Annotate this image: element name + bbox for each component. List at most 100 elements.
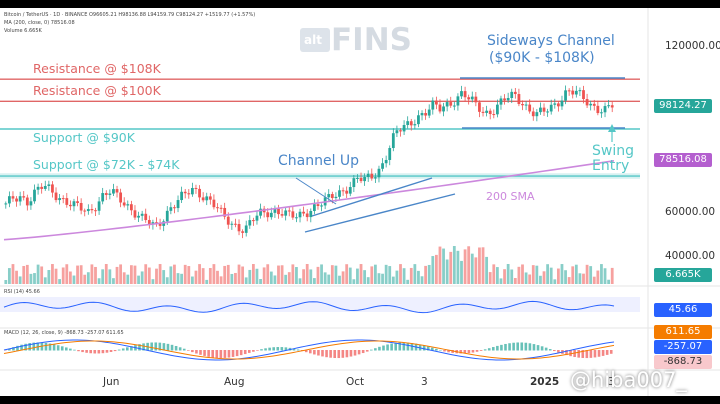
macd-histogram-bar — [426, 346, 430, 351]
swing-entry-label-2: Entry — [592, 158, 630, 174]
volume-bar — [262, 267, 266, 284]
candle-body — [309, 210, 313, 218]
candle-body — [495, 104, 499, 115]
candle-body — [510, 91, 514, 99]
volume-bar — [194, 270, 198, 284]
candle-body — [442, 106, 445, 112]
macd-histogram-bar — [256, 350, 259, 351]
candle-body — [431, 100, 435, 110]
macd-histogram-bar — [321, 350, 324, 357]
volume-bar — [488, 272, 492, 284]
candle-body — [460, 91, 463, 97]
volume-bar — [234, 272, 237, 284]
macd-histogram-bar — [162, 343, 166, 351]
volume-bar — [356, 268, 359, 284]
volume-bar — [18, 276, 22, 284]
candle-body — [208, 196, 212, 200]
candle-body — [65, 198, 69, 205]
volume-bar — [266, 264, 270, 284]
macd-histogram-bar — [581, 350, 585, 358]
macd-histogram-bar — [532, 344, 536, 351]
candle-body — [83, 210, 87, 212]
volume-bar — [578, 273, 582, 284]
candle-body — [187, 193, 191, 195]
candle-body — [244, 225, 248, 233]
volume-bar — [549, 267, 553, 284]
volume-bar — [15, 270, 18, 284]
macd-histogram-bar — [410, 343, 414, 351]
volume-bar — [61, 267, 65, 284]
candle-body — [61, 198, 65, 200]
candle-body — [302, 211, 306, 214]
volume-bar — [506, 264, 510, 284]
volume-header: Volume 6.665K — [4, 28, 42, 34]
volume-bar — [269, 271, 273, 284]
candle-body — [226, 216, 230, 225]
macd-histogram-bar — [117, 349, 121, 351]
macd-histogram-bar — [170, 344, 174, 351]
candle-body — [506, 98, 510, 101]
candle-body — [377, 168, 381, 178]
candle-body — [388, 148, 392, 160]
volume-bar — [460, 260, 463, 284]
macd-histogram-bar — [443, 350, 446, 352]
candle-body — [144, 213, 148, 221]
volume-bar — [248, 269, 252, 284]
candle-body — [11, 196, 15, 199]
candle-body — [345, 190, 349, 194]
candle-body — [546, 111, 550, 113]
volume-bar — [513, 277, 517, 284]
candle-body — [273, 208, 277, 213]
user-watermark-text: hiba007_ — [591, 368, 687, 392]
macd-histogram-bar — [113, 350, 117, 352]
candle-body — [241, 231, 245, 233]
macd-histogram-bar — [406, 342, 410, 351]
price-chart[interactable] — [0, 8, 720, 396]
volume-bar — [610, 267, 614, 284]
candle-body — [456, 96, 460, 106]
macd-histogram-bar — [479, 350, 483, 351]
volume-bar — [65, 264, 69, 284]
candle-body — [592, 103, 596, 106]
macd-histogram-bar — [85, 350, 88, 353]
volume-bar — [305, 264, 309, 284]
macd-histogram-bar — [178, 347, 182, 351]
volume-bar — [316, 266, 320, 284]
volume-bar — [388, 266, 392, 284]
macd-histogram-bar — [548, 349, 552, 351]
macd-histogram-bar — [215, 350, 219, 358]
macd-histogram-bar — [496, 345, 499, 351]
candle-body — [427, 109, 431, 116]
volume-bar — [521, 264, 524, 284]
volume-bar — [58, 279, 62, 284]
volume-bar — [295, 267, 298, 284]
macd-histogram-bar — [174, 345, 178, 351]
candle-body — [133, 210, 137, 218]
resistance-108-label: Resistance @ $108K — [33, 61, 161, 76]
candle-body — [492, 114, 496, 116]
volume-bar — [133, 265, 137, 284]
volume-bar — [539, 275, 542, 284]
candle-body — [381, 163, 384, 169]
macd-histogram-bar — [386, 344, 389, 351]
macd-pane-label: MACD (12, 26, close, 9) -868.73 -257.07 … — [4, 330, 124, 336]
volume-bar — [531, 265, 535, 284]
candle-body — [29, 201, 33, 206]
volume-bar — [499, 278, 503, 284]
candle-body — [140, 213, 144, 216]
y-tick-120000: 120000.00 — [665, 40, 720, 52]
candle-body — [596, 105, 600, 114]
volume-bar — [277, 265, 280, 284]
candle-body — [25, 197, 29, 206]
macd-histogram-bar — [528, 343, 532, 351]
sideways-channel-range: ($90K - $108K) — [489, 50, 595, 66]
volume-bar — [147, 267, 151, 284]
volume-bar — [442, 248, 445, 284]
volume-bar — [571, 266, 575, 284]
candle-body — [553, 103, 557, 105]
candle-body — [478, 102, 481, 112]
volume-bar — [198, 264, 201, 284]
macd-histogram-bar — [203, 350, 206, 356]
volume-bar — [119, 264, 123, 284]
altfins-logo-box: alt — [300, 28, 330, 52]
